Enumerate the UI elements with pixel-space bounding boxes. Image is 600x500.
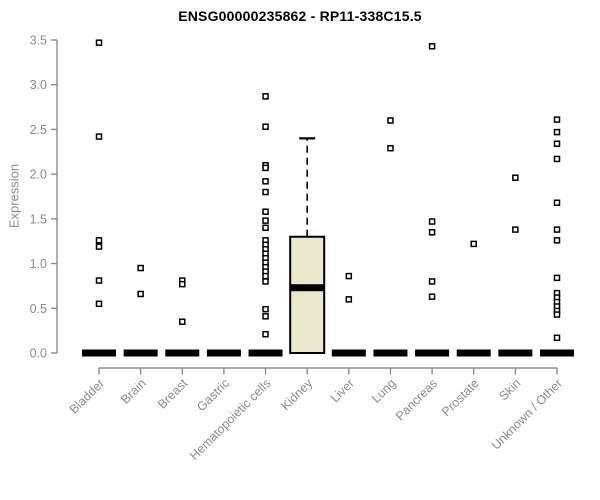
outlier-point: [512, 174, 519, 181]
outlier-point: [345, 272, 353, 280]
x-tick-label: Skin: [496, 376, 523, 403]
outlier-point: [95, 243, 103, 250]
y-tick-label: 0.5: [30, 302, 47, 316]
x-tick-label: Unknown / Other: [489, 376, 565, 452]
y-tick-label: 1.0: [30, 257, 47, 271]
x-tick-label: Bladder: [67, 376, 107, 416]
median-line: [82, 349, 116, 357]
outlier-point: [512, 226, 519, 233]
outlier-point: [553, 140, 561, 147]
outlier-point: [95, 237, 103, 244]
outlier-point: [428, 218, 436, 225]
median-line: [415, 349, 450, 357]
x-tick-label: Liver: [328, 376, 357, 405]
x-tick-label: Hematopoietic cells: [187, 376, 274, 463]
outlier-point: [553, 116, 561, 123]
outlier-point: [179, 318, 186, 325]
outlier-point: [95, 39, 103, 46]
y-tick-label: 1.5: [30, 212, 47, 226]
outlier-point: [387, 117, 394, 124]
y-tick-label: 3.5: [30, 34, 47, 48]
outlier-point: [470, 240, 477, 248]
outlier-point: [262, 217, 269, 224]
outlier-point: [553, 199, 561, 207]
outlier-point: [95, 133, 103, 140]
x-tick-label: Brain: [118, 376, 149, 407]
y-tick-label: 3.0: [30, 78, 47, 92]
outlier-point: [262, 278, 269, 285]
median-line: [331, 349, 366, 357]
x-tick-label: Kidney: [278, 376, 315, 413]
outlier-point: [262, 313, 269, 320]
median-line: [165, 349, 200, 357]
median-line: [540, 349, 574, 357]
outlier-point: [553, 274, 561, 282]
outlier-point: [262, 123, 269, 130]
outlier-point: [262, 224, 269, 232]
outlier-point: [345, 296, 353, 303]
outlier-point: [262, 208, 269, 215]
median-line: [456, 349, 491, 357]
outlier-point: [262, 188, 269, 196]
outlier-point: [387, 144, 394, 152]
outlier-point: [262, 178, 269, 185]
x-tick-label: Lung: [369, 376, 399, 406]
x-tick-label: Gastric: [194, 376, 232, 414]
outlier-point: [262, 93, 269, 100]
outlier-point: [428, 293, 436, 300]
median-line: [373, 349, 408, 357]
outlier-point: [262, 330, 269, 338]
outlier-point: [137, 290, 144, 298]
outlier-point: [428, 43, 436, 50]
outlier-point: [262, 305, 269, 313]
outlier-point: [428, 229, 436, 236]
chart-title: ENSG00000235862 - RP11-338C15.5: [178, 8, 422, 24]
outlier-point: [179, 280, 186, 288]
outlier-point: [95, 300, 103, 308]
median-line: [498, 349, 533, 357]
box: [289, 235, 326, 354]
median-line: [248, 349, 283, 357]
outlier-point: [553, 226, 561, 233]
outlier-point: [553, 311, 561, 318]
y-tick-label: 2.5: [30, 123, 47, 137]
outlier-point: [553, 128, 561, 136]
x-tick-label: Prostate: [439, 376, 482, 419]
outlier-point: [553, 334, 561, 342]
y-tick-label: 0.0: [30, 347, 47, 361]
median-line: [290, 284, 325, 292]
x-tick-label: Pancreas: [393, 376, 440, 423]
median-line: [206, 349, 241, 357]
x-tick-label: Breast: [155, 376, 191, 412]
outlier-point: [428, 278, 436, 285]
outlier-point: [137, 264, 144, 272]
outlier-point: [553, 237, 561, 244]
outlier-point: [262, 272, 269, 280]
median-line: [123, 349, 158, 357]
outlier-point: [262, 164, 269, 172]
outlier-point: [95, 277, 103, 284]
y-tick-label: 2.0: [30, 168, 47, 182]
outlier-point: [553, 155, 561, 163]
